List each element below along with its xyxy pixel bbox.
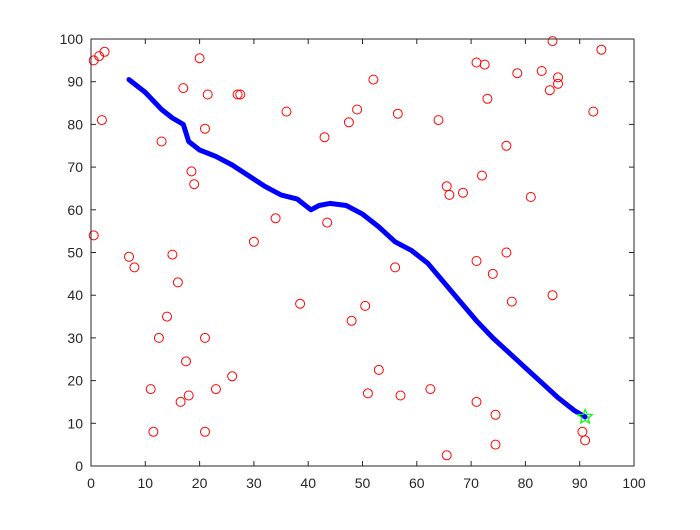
obstacle-point: [506, 296, 517, 307]
obstacle-point: [178, 83, 189, 94]
obstacle-point: [512, 68, 523, 79]
obstacle-point: [319, 132, 330, 143]
y-tick-label: 60: [67, 202, 83, 218]
obstacle-point: [490, 409, 501, 420]
obstacle-point: [88, 230, 99, 241]
obstacle-point: [227, 371, 238, 382]
obstacle-point: [458, 187, 468, 198]
obstacle-point: [536, 66, 547, 76]
x-tick-label: 20: [192, 475, 208, 491]
obstacle-point: [490, 439, 501, 450]
obstacle-point: [148, 426, 159, 437]
obstacle-point: [368, 74, 379, 85]
x-tick-label: 90: [572, 475, 588, 491]
obstacle-point: [360, 300, 371, 311]
obstacle-point: [477, 170, 487, 181]
y-tick-label: 40: [67, 287, 83, 303]
obstacle-point: [479, 59, 490, 70]
obstacle-point: [210, 384, 221, 395]
obstacle-point: [235, 89, 246, 100]
obstacle-point: [553, 72, 563, 83]
obstacle-point: [487, 268, 498, 279]
obstacle-point: [441, 450, 452, 461]
axes: 0 10 20 30 40 50 60 70 80 90 100 0 10 20 30 40 50 60 70 80 9…: [60, 31, 646, 491]
obstacle-point: [482, 93, 493, 104]
obstacle-point: [200, 123, 210, 134]
y-tick-label: 100: [60, 31, 84, 47]
obstacle-point: [501, 247, 512, 258]
plot-area: [91, 39, 634, 466]
obstacle-point: [129, 262, 140, 273]
obstacle-point: [156, 136, 167, 147]
x-tick-label: 80: [518, 475, 534, 491]
obstacle-point: [281, 106, 292, 117]
obstacle-point: [362, 388, 373, 399]
obstacle-point: [433, 115, 444, 126]
x-tick-label: 70: [463, 475, 479, 491]
y-tick-label: 80: [67, 116, 83, 132]
x-tick-label: 0: [87, 475, 95, 491]
obstacle-point: [425, 384, 436, 395]
obstacle-point: [194, 53, 205, 64]
obstacle-point: [186, 166, 197, 177]
obstacle-point: [232, 89, 243, 100]
obstacle-point: [352, 104, 363, 115]
obstacle-point: [96, 115, 107, 126]
obstacle-point: [99, 46, 110, 57]
obstacle-point: [596, 44, 607, 55]
obstacle-point: [124, 251, 134, 262]
obstacle-point: [181, 356, 191, 367]
obstacle-point: [145, 384, 156, 395]
obstacle-point: [346, 315, 357, 326]
obstacle-point: [183, 390, 194, 401]
goal-star-marker: [576, 407, 594, 425]
obstacle-point: [544, 85, 555, 96]
y-tick-label: 30: [67, 330, 83, 346]
y-tick-label: 10: [67, 415, 83, 431]
obstacle-point: [295, 298, 306, 309]
obstacle-point: [444, 189, 455, 200]
obstacle-point: [248, 236, 259, 247]
y-tick-label: 70: [67, 159, 83, 175]
x-tick-label: 10: [138, 475, 154, 491]
obstacle-point: [580, 435, 591, 446]
obstacle-point: [322, 217, 333, 228]
obstacle-point: [162, 311, 172, 322]
plot-marks: [88, 36, 634, 466]
obstacle-point: [471, 256, 482, 266]
obstacle-point: [167, 249, 178, 260]
obstacle-point: [501, 140, 512, 151]
y-tick-label: 50: [67, 245, 83, 261]
obstacle-point: [189, 179, 200, 190]
obstacle-point: [175, 396, 186, 407]
x-tick-label: 40: [300, 475, 316, 491]
obstacle-point: [547, 36, 558, 47]
x-tick-label: 30: [246, 475, 262, 491]
x-tick-label: 50: [355, 475, 371, 491]
y-tick-label: 20: [67, 373, 83, 389]
x-tick-label: 100: [622, 475, 646, 491]
obstacle-point: [343, 117, 354, 128]
obstacle-point: [392, 108, 403, 119]
obstacle-point: [547, 290, 558, 301]
obstacle-point: [202, 89, 213, 100]
y-tick-label: 0: [75, 458, 83, 474]
path-line: [126, 77, 588, 420]
obstacle-point: [553, 78, 563, 89]
obstacle-point: [588, 106, 599, 117]
obstacle-point: [200, 426, 210, 437]
obstacle-point: [395, 390, 406, 401]
y-tick-label: 90: [67, 74, 83, 90]
x-tick-label: 60: [409, 475, 425, 491]
obstacle-point: [200, 332, 210, 343]
obstacle-point: [390, 262, 401, 273]
obstacle-point: [525, 192, 536, 202]
obstacle-point: [153, 332, 164, 343]
obstacle-point: [270, 213, 281, 224]
obstacle-point: [373, 364, 384, 375]
obstacle-point: [471, 396, 482, 407]
obstacle-point: [172, 277, 183, 288]
